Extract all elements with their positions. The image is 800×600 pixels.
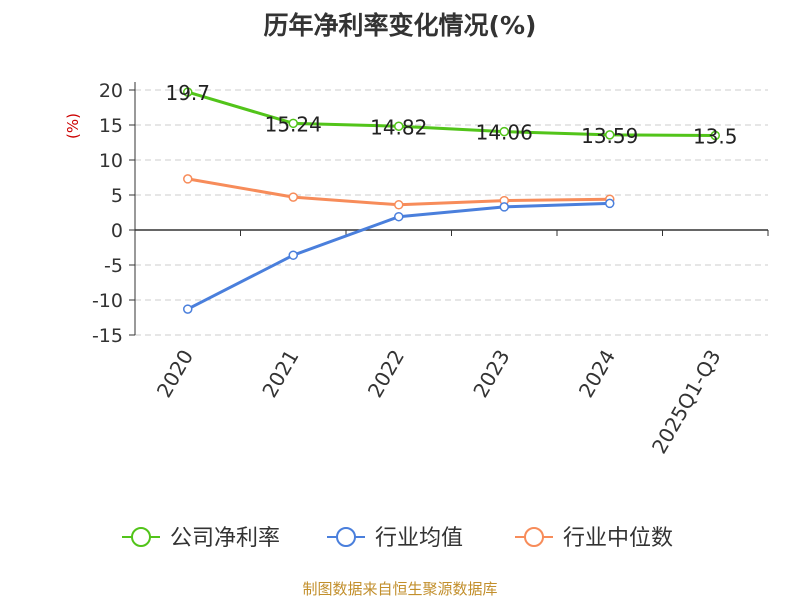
- series-line-0: [187, 90, 716, 137]
- legend[interactable]: 公司净利率 行业均值 行业中位数: [122, 526, 673, 551]
- y-tick-label-0: 20: [99, 80, 123, 102]
- legend-swatch-marker-0: [131, 527, 151, 547]
- data-point-1-2: [394, 211, 404, 222]
- chart-title: 历年净利率变化情况(%): [263, 11, 537, 40]
- grid-lines: [135, 89, 768, 336]
- data-label-1: 15.24: [265, 112, 322, 136]
- x-tick-label-4: 2024: [574, 346, 620, 402]
- x-tick-label-5: 2025Q1-Q3: [647, 346, 726, 458]
- data-point-2-1: [288, 192, 298, 202]
- y-tick-label-7: -15: [92, 325, 123, 347]
- legend-label-0: 公司净利率: [170, 526, 280, 551]
- legend-item-0[interactable]: 公司净利率: [122, 526, 280, 551]
- y-tick-label-2: 10: [99, 150, 123, 172]
- data-point-0-1: [288, 118, 298, 129]
- y-tick-labels: 20 15 10 5 0 -5 -10 -15: [92, 80, 123, 347]
- legend-label-1: 行业均值: [375, 526, 463, 551]
- x-tick-label-1: 2021: [257, 346, 303, 402]
- legend-swatch-marker-1: [336, 527, 356, 547]
- legend-swatch-marker-2: [524, 527, 544, 547]
- series-lines: [183, 87, 720, 314]
- data-point-2-2: [394, 200, 404, 210]
- data-point-1-0: [183, 304, 193, 314]
- data-point-0-5: [710, 130, 720, 141]
- data-labels: 19.7 15.24 14.82 14.06 13.59 13.5: [165, 81, 737, 148]
- legend-label-2: 行业中位数: [563, 526, 673, 551]
- y-tick-label-5: -5: [104, 255, 123, 277]
- data-point-0-3: [499, 126, 509, 137]
- y-tick-label-4: 0: [111, 220, 123, 242]
- data-point-0-0: [183, 87, 193, 97]
- x-tick-label-3: 2023: [468, 346, 514, 402]
- footer-source: 制图数据来自恒生聚源数据库: [302, 580, 498, 598]
- data-point-0-2: [394, 121, 404, 132]
- x-tick-label-0: 2020: [152, 346, 198, 402]
- y-tick-label-6: -10: [92, 290, 123, 312]
- data-label-4: 13.59: [581, 124, 638, 148]
- axes: [129, 82, 769, 336]
- data-point-1-3: [499, 202, 509, 212]
- data-point-2-0: [183, 174, 193, 184]
- data-point-1-1: [288, 250, 298, 260]
- legend-item-2[interactable]: 行业中位数: [515, 526, 673, 551]
- y-axis-label: (%): [64, 113, 82, 139]
- data-point-1-4: [605, 198, 615, 209]
- data-label-5: 13.5: [693, 125, 738, 149]
- x-tick-label-2: 2022: [363, 346, 409, 402]
- y-tick-label-1: 15: [99, 115, 123, 137]
- y-tick-label-3: 5: [111, 185, 123, 207]
- data-label-0: 19.7: [165, 81, 210, 105]
- data-label-3: 14.06: [476, 121, 533, 145]
- data-label-2: 14.82: [370, 115, 427, 139]
- data-point-0-4: [605, 130, 615, 140]
- x-tick-labels: 2020 2021 2022 2023 2024 2025Q1-Q3: [152, 346, 726, 458]
- legend-item-1[interactable]: 行业均值: [327, 526, 463, 551]
